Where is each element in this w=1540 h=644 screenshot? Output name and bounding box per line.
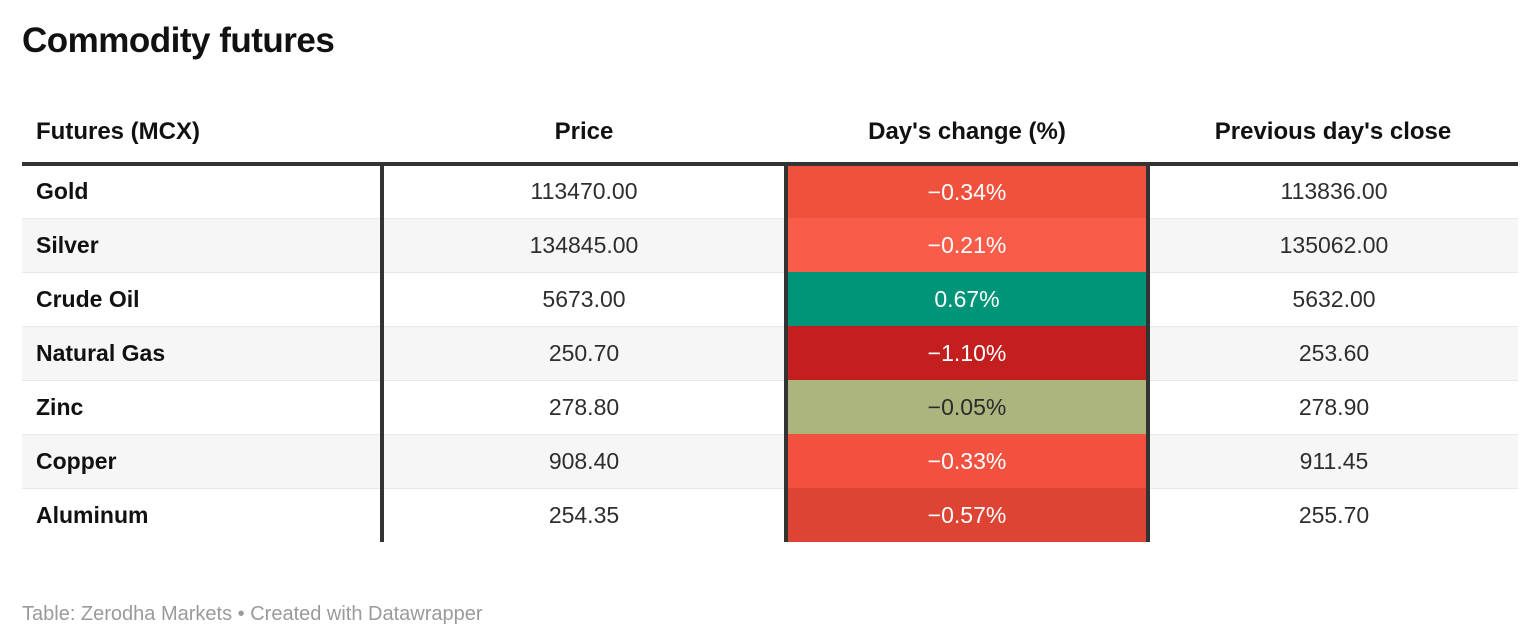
table-row: Copper 908.40 −0.33% 911.45 <box>22 433 1518 488</box>
table-row: Crude Oil 5673.00 0.67% 5632.00 <box>22 271 1518 326</box>
futures-name-cell: Zinc <box>22 379 384 434</box>
futures-name-cell: Gold <box>22 164 384 218</box>
price-cell: 5673.00 <box>382 271 786 326</box>
table-row: Aluminum 254.35 −0.57% 255.70 <box>22 487 1518 542</box>
prev-close-cell: 253.60 <box>1148 325 1518 380</box>
futures-table: Futures (MCX) Price Day's change (%) Pre… <box>22 108 1518 542</box>
futures-name-cell: Aluminum <box>22 487 384 542</box>
col-header-futures: Futures (MCX) <box>22 108 382 166</box>
day-change-cell: −1.10% <box>784 326 1150 380</box>
table-body: Gold 113470.00 −0.34% 113836.00 Silver 1… <box>22 164 1518 542</box>
day-change-cell: −0.57% <box>784 488 1150 542</box>
futures-name-cell: Crude Oil <box>22 271 384 326</box>
day-change-cell: −0.33% <box>784 434 1150 488</box>
col-header-price: Price <box>382 108 786 166</box>
day-change-cell: −0.21% <box>784 218 1150 272</box>
page-title: Commodity futures <box>22 21 335 60</box>
day-change-cell: 0.67% <box>784 272 1150 326</box>
price-cell: 254.35 <box>382 487 786 542</box>
price-cell: 113470.00 <box>382 164 786 218</box>
prev-close-cell: 135062.00 <box>1148 217 1518 272</box>
footer-credit: Table: Zerodha Markets • Created with Da… <box>22 603 483 625</box>
table-row: Natural Gas 250.70 −1.10% 253.60 <box>22 325 1518 380</box>
table-row: Silver 134845.00 −0.21% 135062.00 <box>22 217 1518 272</box>
price-cell: 134845.00 <box>382 217 786 272</box>
price-cell: 278.80 <box>382 379 786 434</box>
col-header-prev-close: Previous day's close <box>1148 108 1518 166</box>
col-header-day-change: Day's change (%) <box>786 108 1148 166</box>
prev-close-cell: 113836.00 <box>1148 164 1518 218</box>
futures-name-cell: Silver <box>22 217 384 272</box>
table-header: Futures (MCX) Price Day's change (%) Pre… <box>22 108 1518 166</box>
day-change-cell: −0.05% <box>784 380 1150 434</box>
prev-close-cell: 278.90 <box>1148 379 1518 434</box>
table-row: Gold 113470.00 −0.34% 113836.00 <box>22 164 1518 218</box>
price-cell: 250.70 <box>382 325 786 380</box>
prev-close-cell: 5632.00 <box>1148 271 1518 326</box>
futures-name-cell: Natural Gas <box>22 325 384 380</box>
table-row: Zinc 278.80 −0.05% 278.90 <box>22 379 1518 434</box>
day-change-cell: −0.34% <box>784 164 1150 218</box>
prev-close-cell: 911.45 <box>1148 433 1518 488</box>
futures-name-cell: Copper <box>22 433 384 488</box>
price-cell: 908.40 <box>382 433 786 488</box>
header-row: Futures (MCX) Price Day's change (%) Pre… <box>22 108 1518 166</box>
prev-close-cell: 255.70 <box>1148 487 1518 542</box>
